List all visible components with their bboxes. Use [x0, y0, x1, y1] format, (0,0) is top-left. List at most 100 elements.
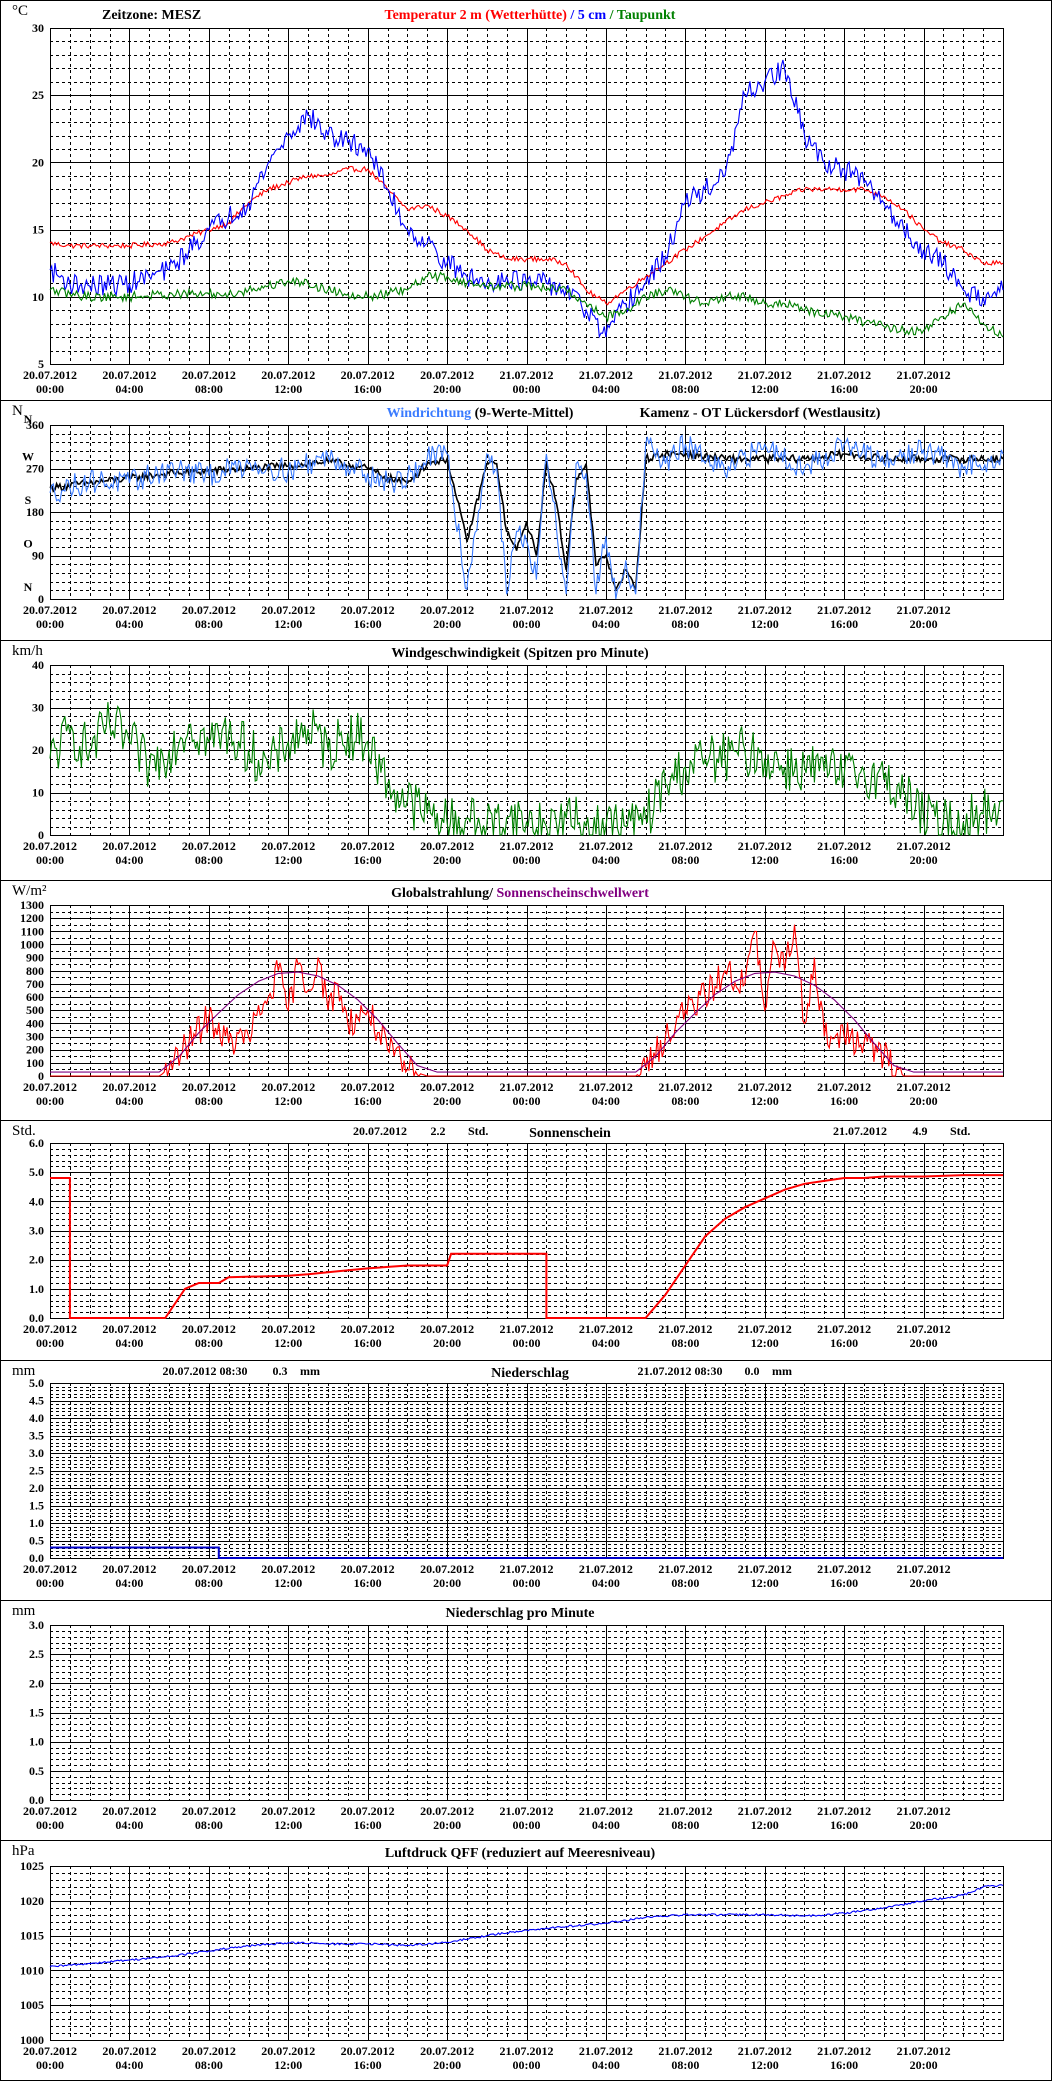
y-tick-label: 270: [26, 462, 44, 476]
y-tick-label: 30: [32, 701, 44, 715]
series-sunshine: [50, 1174, 1003, 1319]
y-tick-label: 3.5: [29, 1429, 44, 1443]
chart-precip_minute: 0.0 0.5 1.0 1.5 2.0 2.5 3.0mm 20.07.2012 00:00 20…: [0, 1600, 1052, 1832]
x-tick-label: 21.07.2012 20:00: [897, 839, 951, 867]
y-tick-label: 1200: [20, 911, 44, 925]
plot-area: [50, 1383, 1003, 1558]
y-tick-label: 0.0: [29, 1793, 44, 1807]
x-tick-label: 20.07.2012 20:00: [420, 839, 474, 867]
y-tick-label: 500: [26, 1003, 44, 1017]
y-tick-label: 1300: [20, 898, 44, 912]
y-tick-label: 1.5: [29, 1706, 44, 1720]
y-tick-label: 800: [26, 964, 44, 978]
x-tick-label: 21.07.2012 20:00: [897, 1804, 951, 1832]
y-tick-label: 0: [38, 592, 44, 606]
y-tick-label: 1100: [21, 924, 44, 938]
y-tick-label: 5.0: [29, 1376, 44, 1390]
x-tick-label: 21.07.2012 04:00: [579, 603, 633, 631]
series-winddir_raw: [49, 434, 1004, 600]
x-tick-label: 21.07.2012 20:00: [897, 1322, 951, 1350]
series-threshold: [50, 971, 1003, 1073]
x-tick-label: 20.07.2012 16:00: [341, 1804, 395, 1832]
x-tick-label: 20.07.2012 16:00: [341, 603, 395, 631]
x-tick-label: 20.07.2012 20:00: [420, 2044, 474, 2072]
x-tick-label: 21.07.2012 16:00: [817, 603, 871, 631]
y-tick-label: 180: [26, 505, 44, 519]
chart-title: Niederschlag: [491, 1366, 569, 1381]
y-tick-label: 30: [32, 21, 44, 35]
x-tick-label: 21.07.2012 20:00: [897, 603, 951, 631]
x-tick-label: 20.07.2012 12:00: [261, 1804, 315, 1832]
x-tick-label: 20.07.2012 08:00: [182, 1322, 236, 1350]
x-tick-label: 20.07.2012 04:00: [102, 1080, 156, 1108]
x-tick-label: 20.07.2012 00:00: [23, 1080, 77, 1108]
x-tick-label: 20.07.2012 20:00: [420, 1322, 474, 1350]
y-tick-label: 1.0: [29, 1282, 44, 1296]
x-tick-label: 20.07.2012 04:00: [102, 1562, 156, 1590]
x-tick-label: 20.07.2012 16:00: [341, 839, 395, 867]
x-tick-label: 21.07.2012 08:00: [658, 1562, 712, 1590]
y-tick-label: 0.0: [29, 1311, 44, 1325]
summary-value: 0.0: [745, 1364, 760, 1378]
x-tick-label: 21.07.2012 12:00: [738, 1804, 792, 1832]
x-tick-label: 20.07.2012 08:00: [182, 368, 236, 396]
x-tick-label: 21.07.2012 04:00: [579, 1322, 633, 1350]
x-tick-label: 20.07.2012 16:00: [341, 368, 395, 396]
x-tick-label: 20.07.2012 12:00: [261, 839, 315, 867]
series-winddir_avg: [49, 448, 1004, 592]
y-tick-label: 1010: [20, 1963, 44, 1977]
x-tick-label: 20.07.2012 20:00: [420, 1080, 474, 1108]
x-tick-label: 21.07.2012 04:00: [579, 1080, 633, 1108]
x-tick-label: 20.07.2012 00:00: [23, 368, 77, 396]
plot-area: [50, 28, 1003, 364]
x-tick-label: 20.07.2012 00:00: [23, 1804, 77, 1832]
y-tick-label: 20: [32, 743, 44, 757]
x-tick-label: 20.07.2012 04:00: [102, 603, 156, 631]
y-axis-unit: km/h: [12, 643, 43, 659]
x-tick-label: 21.07.2012 04:00: [579, 2044, 633, 2072]
y-axis-unit: hPa: [12, 1843, 35, 1859]
x-tick-label: 20.07.2012 12:00: [261, 603, 315, 631]
y-tick-label: 1020: [20, 1894, 44, 1908]
plot-border: [50, 1866, 1004, 2041]
x-tick-label: 21.07.2012 00:00: [500, 368, 554, 396]
series-dewpoint: [49, 270, 1004, 338]
x-tick-label: 21.07.2012 12:00: [738, 368, 792, 396]
y-tick-label: 10: [32, 290, 44, 304]
x-tick-label: 20.07.2012 00:00: [23, 1322, 77, 1350]
x-tick-label: 21.07.2012 16:00: [817, 1080, 871, 1108]
x-tick-label: 20.07.2012 12:00: [261, 1080, 315, 1108]
plot-border: [50, 1625, 1004, 1801]
x-tick-label: 20.07.2012 16:00: [341, 1562, 395, 1590]
y-tick-label: 4.0: [29, 1411, 44, 1425]
x-tick-label: 20.07.2012 00:00: [23, 603, 77, 631]
x-tick-label: 21.07.2012 20:00: [897, 1080, 951, 1108]
x-tick-label: 20.07.2012 04:00: [102, 1322, 156, 1350]
plot-area: [50, 1143, 1003, 1318]
x-tick-label: 20.07.2012 16:00: [341, 1322, 395, 1350]
summary-date: 21.07.2012: [833, 1124, 887, 1138]
x-tick-label: 20.07.2012 04:00: [102, 839, 156, 867]
summary-unit: Std.: [468, 1124, 488, 1138]
y-tick-label: 2.5: [29, 1647, 44, 1661]
series-radiation: [50, 924, 1003, 1077]
y-tick-label: 0: [38, 828, 44, 842]
y-tick-label: 6.0: [29, 1136, 44, 1150]
x-tick-label: 21.07.2012 00:00: [500, 1804, 554, 1832]
x-tick-label: 20.07.2012 00:00: [23, 839, 77, 867]
y-tick-label: 700: [26, 977, 44, 991]
y-tick-label: 300: [26, 1030, 44, 1044]
y-tick-label: 1000: [20, 937, 44, 951]
y-tick-label: 5: [38, 357, 44, 371]
y-axis-unit: W/m²: [12, 883, 47, 899]
chart-radiation: 0100200300400500600700800900100011001200…: [0, 880, 1052, 1108]
y-tick-label: 600: [26, 990, 44, 1004]
x-tick-label: 20.07.2012 20:00: [420, 368, 474, 396]
y-tick-label: 3.0: [29, 1618, 44, 1632]
plot-border: [50, 425, 1004, 600]
x-tick-label: 20.07.2012 20:00: [420, 603, 474, 631]
x-tick-label: 21.07.2012 16:00: [817, 368, 871, 396]
y-tick-label: 20: [32, 155, 44, 169]
x-tick-label: 21.07.2012 04:00: [579, 839, 633, 867]
